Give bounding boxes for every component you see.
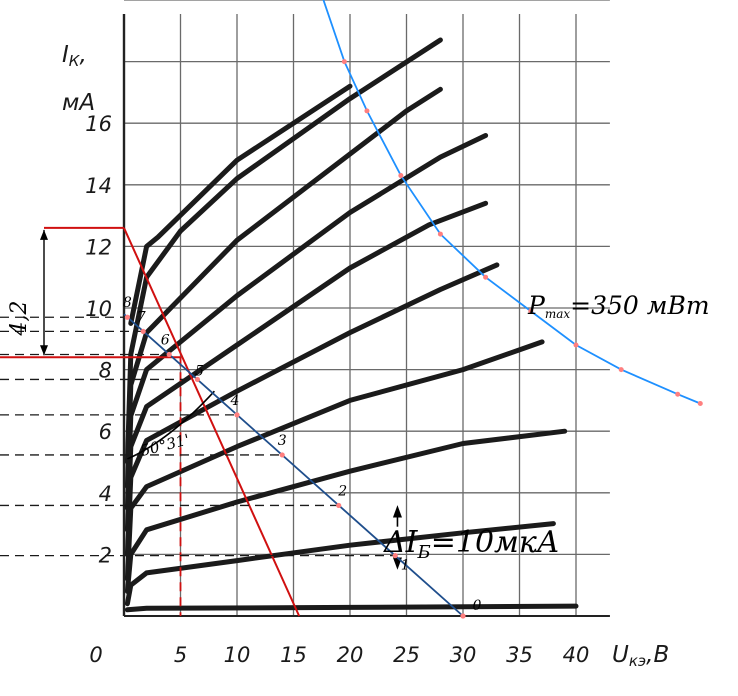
x-axis-symbol: U (612, 642, 629, 668)
y-axis-symbol: I (62, 42, 69, 68)
y-axis-sub: К (69, 52, 81, 70)
power-curve-point (483, 274, 489, 280)
power-label-value: =350 мВт (570, 291, 709, 320)
step-arrow-up (392, 505, 402, 518)
power-label-symbol: P (527, 291, 546, 320)
x-tick-label: 40 (563, 643, 590, 667)
step-value: =10мкА (431, 525, 560, 560)
load-line-segment (123, 313, 464, 617)
x-tick-label: 30 (450, 643, 477, 667)
operating-point (392, 553, 398, 559)
x-axis-title: Uкэ,В (612, 642, 669, 670)
y-axis-title: IК, (62, 42, 87, 70)
collector-characteristics (124, 37, 579, 613)
operating-point (234, 412, 240, 418)
y-tick-label: 12 (85, 235, 112, 259)
power-curve-point (398, 173, 404, 179)
span-label: 4,2 (7, 301, 32, 337)
power-curve-point (573, 342, 579, 348)
x-tick-label: 20 (337, 643, 364, 667)
characteristic-curve (124, 37, 443, 465)
operating-point (336, 502, 342, 509)
operating-point-label: 3 (278, 433, 287, 449)
operating-point-label: 8 (123, 295, 132, 311)
operating-point-label: 4 (230, 393, 240, 409)
x-tick-labels: 0 5 10 15 20 25 30 35 40 (89, 643, 589, 667)
power-curve-point (437, 231, 443, 237)
power-curve-point (697, 400, 703, 406)
y-axis-unit: мА (62, 90, 95, 116)
power-curve-line (322, 0, 701, 405)
y-tick-label: 4 (99, 482, 112, 506)
power-curve-point (364, 108, 370, 114)
x-tick-label: 10 (224, 643, 251, 667)
power-curve-point (675, 391, 681, 397)
x-tick-label: 15 (280, 643, 307, 667)
power-curve-point (528, 308, 534, 314)
operating-point-label: 0 (473, 598, 482, 614)
x-axis-unit: В (653, 642, 669, 668)
x-tick-label: 0 (89, 643, 102, 667)
operating-point-label: 7 (137, 309, 146, 325)
operating-point-label: 2 (337, 483, 347, 499)
y-tick-label: 14 (85, 174, 112, 198)
max-power-curve (322, 0, 703, 406)
power-curve-point (341, 59, 347, 65)
operating-point (124, 314, 130, 320)
operating-point-label: 5 (195, 363, 204, 379)
operating-point (460, 613, 466, 619)
y-tick-labels: 2 4 6 8 10 12 14 16 (85, 112, 112, 567)
span-arrow-up (40, 229, 48, 240)
step-symbol: ΔI (383, 525, 419, 560)
x-tick-label: 35 (506, 643, 533, 667)
operating-point-label: 6 (161, 333, 170, 349)
y-tick-label: 2 (99, 543, 112, 567)
x-tick-label: 25 (393, 643, 420, 667)
base-current-step-label: ΔIБ=10мкА (383, 525, 560, 563)
characteristic-curve (124, 603, 579, 613)
x-axis-sub: кэ (629, 652, 646, 670)
characteristic-curve (124, 521, 556, 607)
power-curve-point (618, 367, 624, 373)
grid (122, 0, 610, 617)
y-tick-label: 16 (85, 112, 112, 136)
x-tick-label: 5 (174, 643, 187, 667)
dashed-level-lines (0, 316, 402, 570)
step-sub: Б (417, 542, 431, 563)
operating-point (140, 328, 146, 335)
operating-point-label: 1 (401, 558, 410, 574)
operating-point (194, 376, 201, 383)
operating-point (279, 452, 285, 458)
y-tick-label: 6 (99, 420, 112, 444)
y-tick-label: 8 (99, 359, 112, 383)
y-tick-label: 10 (85, 297, 112, 321)
load-line: 0 1 2 3 4 5 678 (123, 295, 482, 619)
characteristic-curve (128, 83, 353, 326)
span-arrow-down (40, 345, 48, 356)
power-label-sub: тах (545, 307, 571, 321)
power-curve-label: Pтах=350 мВт (527, 291, 710, 321)
red-tangent-line (123, 227, 301, 617)
operating-point (166, 351, 172, 358)
